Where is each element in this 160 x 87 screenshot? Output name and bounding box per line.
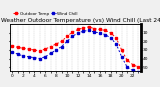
- Title: Milwaukee Weather Outdoor Temperature (vs) Wind Chill (Last 24 Hours): Milwaukee Weather Outdoor Temperature (v…: [0, 18, 160, 23]
- Legend: Outdoor Temp, Wind Chill: Outdoor Temp, Wind Chill: [12, 10, 79, 17]
